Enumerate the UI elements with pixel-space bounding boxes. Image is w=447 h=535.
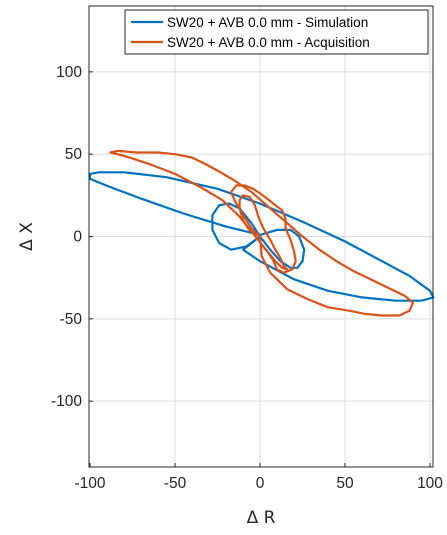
x-axis-title: Δ R bbox=[247, 508, 276, 528]
x-tick-label: 0 bbox=[256, 475, 265, 492]
gridlines bbox=[89, 6, 433, 467]
series-acquisition-line bbox=[109, 149, 415, 317]
y-tick-labels: -100 -50 0 50 100 bbox=[51, 64, 82, 410]
y-axis-title: Δ X bbox=[17, 222, 37, 251]
y-tick-label: 100 bbox=[56, 64, 82, 81]
legend-box bbox=[124, 9, 429, 55]
axis-ticks bbox=[89, 71, 431, 467]
plot-lines bbox=[88, 149, 435, 317]
legend-label-simulation: SW20 + AVB 0.0 mm - Simulation bbox=[167, 15, 368, 30]
x-tick-labels: -100 -50 0 50 100 bbox=[74, 475, 443, 492]
x-tick-label: 100 bbox=[417, 475, 443, 492]
legend-label-acquisition: SW20 + AVB 0.0 mm - Acquisition bbox=[167, 35, 370, 50]
x-tick-label: 50 bbox=[336, 475, 354, 492]
y-tick-label: 50 bbox=[65, 146, 83, 163]
y-tick-label: -50 bbox=[60, 311, 83, 328]
legend: SW20 + AVB 0.0 mm - Simulation SW20 + AV… bbox=[124, 9, 429, 55]
x-tick-label: -100 bbox=[74, 475, 105, 492]
y-tick-label: -100 bbox=[51, 393, 82, 410]
y-tick-label: 0 bbox=[73, 229, 82, 246]
x-tick-label: -50 bbox=[164, 475, 187, 492]
series-simulation-line bbox=[88, 171, 435, 302]
